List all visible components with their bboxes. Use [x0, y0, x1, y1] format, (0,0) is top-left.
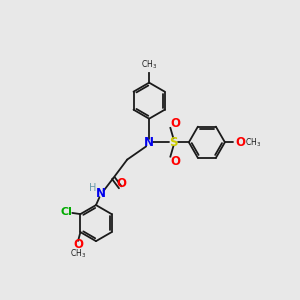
Text: Cl: Cl [60, 208, 72, 218]
Text: CH$_3$: CH$_3$ [70, 247, 86, 260]
Text: O: O [73, 238, 83, 251]
Text: S: S [169, 136, 178, 149]
Text: N: N [96, 187, 106, 200]
Text: O: O [116, 177, 126, 190]
Text: O: O [170, 155, 181, 168]
Text: CH$_3$: CH$_3$ [245, 136, 261, 148]
Text: O: O [170, 117, 181, 130]
Text: CH$_3$: CH$_3$ [141, 58, 157, 70]
Text: N: N [144, 136, 154, 149]
Text: O: O [235, 136, 245, 149]
Text: H: H [89, 183, 97, 193]
